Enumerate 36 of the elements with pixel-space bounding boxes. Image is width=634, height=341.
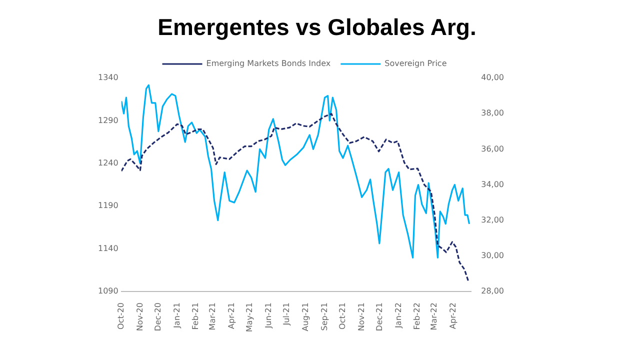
y-tick-label: 1140 (98, 244, 118, 253)
x-tick-label: Dec-21 (375, 302, 384, 332)
y-tick-label: 1090 (98, 286, 118, 296)
x-tick-label: Mar-22 (430, 302, 439, 330)
y2-tick-label: 28,00 (481, 286, 504, 296)
x-tick-label: Sep-21 (320, 302, 329, 331)
chart-title: Emergentes vs Globales Arg. (156, 13, 478, 42)
y2-tick-label: 34,00 (481, 180, 504, 189)
x-tick-label: Dec-20 (153, 302, 162, 332)
x-tick-label: Jun-21 (264, 302, 273, 330)
line-series (121, 113, 470, 283)
x-tick-label: Apr-22 (448, 302, 458, 329)
legend-label: Sovereign Price (384, 59, 447, 68)
x-tick-label: Nov-20 (135, 302, 144, 332)
x-tick-label: Oct-21 (338, 302, 348, 330)
x-tick-label: Aug-21 (301, 302, 310, 332)
y2-tick-label: 36,00 (481, 144, 504, 154)
x-tick-label: Apr-21 (226, 302, 236, 329)
legend-label: Emerging Markets Bonds Index (206, 59, 331, 68)
y-tick-label: 1240 (98, 158, 118, 168)
x-tick-label: Jan-22 (394, 302, 403, 329)
y2-tick-label: 32,00 (481, 215, 504, 224)
x-tick-label: Feb-21 (191, 302, 200, 330)
x-tick-label: Jul-21 (282, 302, 292, 326)
y-tick-label: 1340 (98, 73, 118, 82)
x-tick-label: Jan-21 (172, 302, 182, 329)
y2-tick-label: 30,00 (481, 251, 504, 260)
x-tick-label: Feb-22 (412, 302, 422, 330)
x-tick-label: Nov-21 (356, 302, 366, 332)
x-tick-label: May-21 (245, 302, 254, 332)
x-tick-label: Mar-21 (208, 302, 218, 330)
y2-tick-label: 38,00 (481, 108, 504, 118)
y2-tick-label: 40,00 (481, 73, 504, 82)
y-tick-label: 1190 (98, 201, 118, 210)
y-tick-label: 1290 (98, 116, 118, 125)
x-tick-label: Oct-20 (116, 302, 126, 330)
